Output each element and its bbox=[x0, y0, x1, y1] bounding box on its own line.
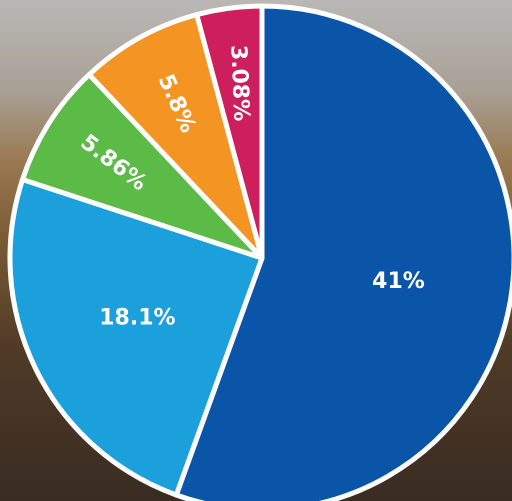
slice-label: 3.08% bbox=[225, 44, 253, 121]
slice-label: 41% bbox=[372, 269, 425, 294]
page: 41%18.1%5.86%5.8%3.08% (() => { const da… bbox=[0, 0, 512, 501]
slice-label: 18.1% bbox=[99, 306, 175, 331]
chart: 41%18.1%5.86%5.8%3.08% bbox=[0, 0, 512, 501]
